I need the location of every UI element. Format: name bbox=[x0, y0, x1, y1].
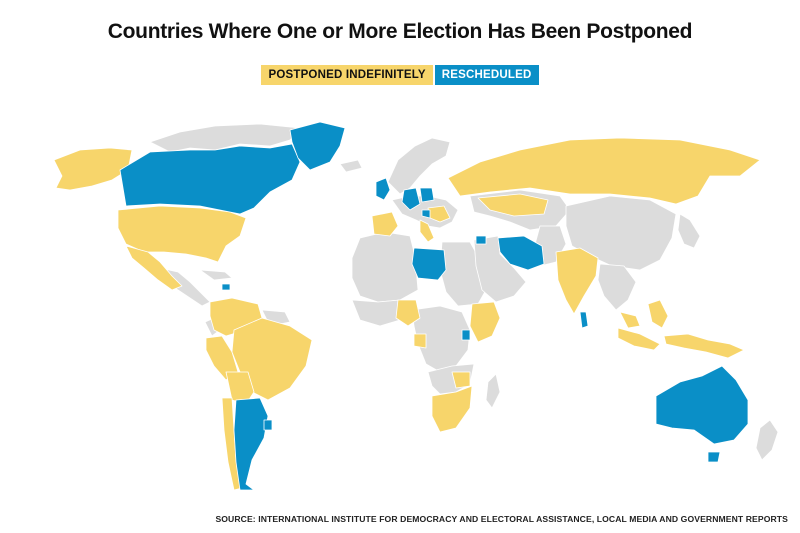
region-caribbean bbox=[199, 269, 233, 281]
region-alaska bbox=[53, 147, 133, 191]
region-greenland bbox=[289, 121, 346, 171]
region-france-spain-italy bbox=[371, 211, 435, 243]
region-dominican-republic bbox=[221, 283, 231, 291]
legend: POSTPONED INDEFINITELY RESCHEDULED bbox=[0, 65, 800, 85]
region-iceland bbox=[339, 159, 363, 173]
region-china-mongolia bbox=[565, 195, 677, 271]
region-germany bbox=[401, 187, 421, 211]
region-scandinavia bbox=[387, 137, 451, 195]
region-zimbabwe bbox=[451, 371, 471, 389]
region-japan-korea bbox=[677, 213, 701, 249]
region-uruguay bbox=[263, 419, 273, 431]
legend-rescheduled: RESCHEDULED bbox=[434, 65, 539, 85]
region-nigeria bbox=[395, 299, 421, 327]
region-se-asia bbox=[597, 263, 637, 311]
region-poland bbox=[419, 187, 435, 203]
region-united-states bbox=[117, 205, 247, 263]
region-ethiopia-kenya bbox=[469, 301, 501, 343]
region-gabon bbox=[413, 333, 427, 349]
region-southern-africa-yellow bbox=[431, 385, 473, 433]
region-new-zealand bbox=[755, 419, 779, 461]
region-iran bbox=[497, 235, 545, 271]
map-title: Countries Where One or More Election Has… bbox=[107, 20, 693, 43]
region-philippines-malaysia bbox=[619, 299, 669, 329]
source-note: SOURCE: INTERNATIONAL INSTITUTE FOR DEMO… bbox=[215, 514, 788, 524]
region-madagascar bbox=[485, 373, 501, 409]
region-indonesia bbox=[617, 327, 745, 359]
region-canada bbox=[119, 143, 301, 215]
region-west-africa bbox=[351, 299, 401, 327]
legend-postponed: POSTPONED INDEFINITELY bbox=[261, 65, 433, 85]
region-uganda bbox=[461, 329, 471, 341]
region-russia bbox=[447, 137, 761, 205]
region-sri-lanka bbox=[579, 311, 589, 329]
region-united-kingdom bbox=[375, 177, 391, 201]
region-arctic-canada bbox=[149, 123, 301, 153]
world-map bbox=[53, 121, 779, 491]
region-kazakhstan bbox=[477, 193, 549, 217]
region-argentina bbox=[233, 397, 269, 491]
region-tasmania bbox=[707, 451, 721, 463]
region-bolivia-paraguay bbox=[225, 371, 255, 405]
region-syria bbox=[475, 235, 487, 245]
region-india bbox=[555, 247, 599, 315]
region-brazil bbox=[231, 317, 313, 401]
region-mexico bbox=[125, 245, 183, 291]
region-croatia bbox=[421, 209, 431, 219]
region-libya bbox=[411, 247, 447, 281]
region-australia bbox=[655, 365, 749, 445]
region-north-africa bbox=[351, 231, 419, 303]
